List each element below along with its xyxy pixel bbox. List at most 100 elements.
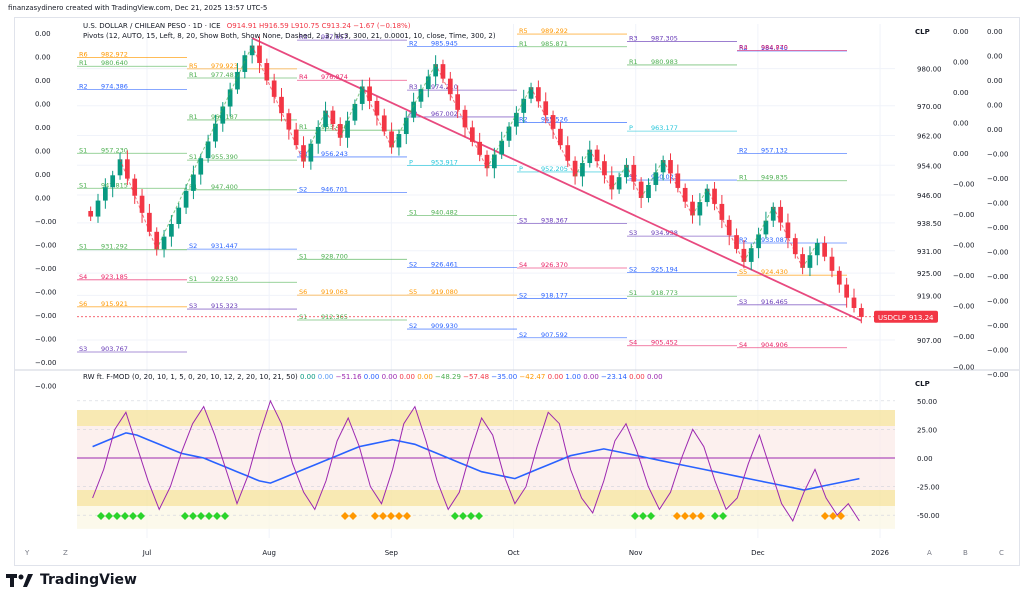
- candle-body: [609, 175, 615, 190]
- pivot-level-value: 953.917: [431, 159, 458, 167]
- brand-logo[interactable]: TradingView: [6, 572, 137, 588]
- signal-diamond: [639, 512, 647, 520]
- pivot-level-value: 947.400: [211, 183, 238, 191]
- candle-body: [660, 160, 666, 173]
- signal-diamond: [395, 512, 403, 520]
- pivot-level-tag: S2: [629, 265, 637, 273]
- oscillator-series-line: [92, 399, 860, 522]
- x-tick-label: Sep: [385, 549, 399, 557]
- candle-body: [169, 223, 174, 237]
- candle-body: [726, 219, 732, 236]
- pivot-level-value: 989.292: [541, 27, 568, 35]
- pivot-level-tag: P: [519, 165, 523, 173]
- chart-canvas[interactable]: R6982.972R5979.923R4976.874R3974.210R198…: [15, 18, 1019, 565]
- pivot-level-value: 957.230: [101, 146, 128, 154]
- candle-body: [558, 128, 563, 146]
- right-scale-label: −0.00: [987, 151, 1008, 159]
- zigzag-segment: [325, 110, 341, 138]
- chart-frame[interactable]: R6982.972R5979.923R4976.874R3974.210R198…: [14, 17, 1020, 566]
- candle-body: [381, 115, 387, 132]
- pivot-level-tag: S2: [409, 261, 417, 269]
- candle-body: [616, 177, 622, 190]
- pivot-level-value: 949.835: [761, 174, 788, 182]
- x-nav-label: B: [963, 549, 968, 557]
- candle-body: [396, 134, 402, 148]
- pivot-level-value: 924.430: [761, 268, 788, 276]
- left-scale-label: 0.00: [35, 30, 51, 38]
- candle-body: [829, 256, 835, 271]
- pivot-level-value: 922.530: [211, 275, 238, 283]
- candle-body: [161, 236, 167, 250]
- candle-body: [770, 206, 776, 221]
- oscillator-value: 0.00: [299, 373, 316, 381]
- pivot-level-tag: S2: [519, 331, 527, 339]
- candle-body: [528, 87, 534, 99]
- candle-body: [425, 76, 431, 90]
- oscillator-legend[interactable]: RW ft. F-MOD (0, 20, 10, 1, 5, 0, 20, 10…: [83, 373, 663, 381]
- pivot-level-tag: R1: [519, 40, 528, 48]
- right-scale-label: −0.00: [987, 273, 1008, 281]
- oscillator-name: RW ft. F-MOD: [83, 373, 130, 381]
- oscillator-value: 1.00: [563, 373, 581, 381]
- oscillator-bands: [77, 410, 895, 529]
- right-scale-label: −0.00: [953, 272, 974, 280]
- oscillator-value: −23.14: [598, 373, 627, 381]
- candle-body: [293, 129, 299, 146]
- left-scale-label: −0.00: [35, 242, 56, 250]
- signal-diamond: [349, 512, 357, 520]
- y-tick-label: 931.00: [917, 248, 942, 256]
- oscillator-value: 0.00: [580, 373, 599, 381]
- ohlc-values: O914.91 H916.59 L910.75 C913.24 −1.67 (−…: [226, 22, 411, 30]
- pivot-level-tag: S1: [299, 313, 307, 321]
- oscillator-params: (0, 20, 10, 1, 5, 0, 20, 10, 12, 2, 20, …: [132, 373, 298, 381]
- left-scale-label: 0.00: [35, 77, 51, 85]
- candle-body: [139, 195, 145, 213]
- pivot-level-tag: R1: [629, 58, 638, 66]
- candle-body: [778, 206, 783, 223]
- pivot-level-value: 987.657: [321, 33, 348, 41]
- left-scale-label: −0.00: [35, 359, 56, 367]
- pivot-level-value: 980.983: [651, 58, 678, 66]
- candle-body: [602, 161, 607, 176]
- zigzag-segment: [530, 86, 576, 177]
- signal-diamond: [719, 512, 727, 520]
- oscillator-grid: [77, 400, 895, 516]
- candle-body: [719, 203, 725, 220]
- osc-currency-label: CLP: [915, 380, 930, 388]
- pivot-level-tag: S4: [629, 339, 637, 347]
- pivot-level-tag: R5: [189, 62, 198, 70]
- pivot-level-value: 918.773: [651, 289, 678, 297]
- candle-body: [264, 63, 270, 81]
- candle-body: [330, 110, 336, 124]
- pivot-level-value: 938.367: [541, 216, 568, 224]
- signal-diamond: [821, 512, 829, 520]
- zigzag-segment: [156, 45, 253, 250]
- candle-body: [506, 126, 512, 141]
- candle-body: [624, 164, 629, 178]
- candle-body: [484, 154, 490, 169]
- candle-body: [763, 220, 769, 235]
- pivot-level-tag: S1: [79, 181, 87, 189]
- right-scale-label: 0.00: [953, 89, 969, 97]
- pivot-level-value: 957.132: [761, 147, 788, 155]
- pivot-level-value: 984.745: [761, 44, 788, 52]
- pivot-level-tag: S2: [189, 242, 197, 250]
- oscillator-value: 0.00: [626, 373, 645, 381]
- pivot-level-value: 946.701: [321, 185, 348, 193]
- right-scale-label: −0.00: [953, 242, 974, 250]
- symbol-legend[interactable]: U.S. DOLLAR / CHILEAN PESO · 1D · ICE O9…: [83, 22, 410, 30]
- currency-label: CLP: [915, 28, 930, 36]
- x-tick-label: Oct: [507, 549, 519, 557]
- axes: Jul Aug Sep Oct Nov Dec 2026 Y Z A B C 980.00 970.00 9…: [24, 28, 1008, 557]
- candle-body: [191, 174, 196, 191]
- right-scale-label: −0.00: [953, 333, 974, 341]
- pivot-level-value: 979.923: [211, 62, 238, 70]
- oscillator-markers: [97, 512, 845, 520]
- pivot-level-value: 982.972: [101, 51, 128, 59]
- pivots-legend[interactable]: Pivots (12, AUTO, 15, Left, 8, 20, Show …: [83, 32, 496, 40]
- pivot-level-value: 919.063: [321, 288, 348, 296]
- candle-body: [675, 173, 681, 188]
- left-scale-label: 0.00: [35, 101, 51, 109]
- candle-body: [367, 86, 372, 101]
- pivot-level-value: 926.461: [431, 261, 458, 269]
